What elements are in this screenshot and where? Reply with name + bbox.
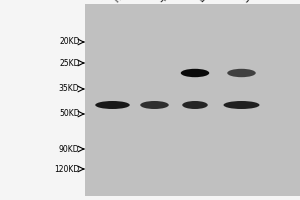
Ellipse shape — [181, 69, 209, 77]
Text: 35KD: 35KD — [59, 84, 80, 93]
Text: 25KD: 25KD — [59, 58, 80, 68]
Ellipse shape — [227, 69, 256, 77]
Text: 120KD: 120KD — [54, 164, 80, 173]
Ellipse shape — [182, 101, 208, 109]
Text: 90KD: 90KD — [59, 144, 80, 154]
Text: Heart: Heart — [112, 0, 134, 4]
Bar — [85, 4, 300, 196]
Ellipse shape — [224, 101, 260, 109]
Text: 50KD: 50KD — [59, 110, 80, 118]
Text: 20KD: 20KD — [59, 38, 80, 46]
Ellipse shape — [140, 101, 169, 109]
Text: Lung: Lung — [196, 0, 216, 4]
Text: Spleen: Spleen — [156, 0, 181, 4]
Ellipse shape — [95, 101, 130, 109]
Text: Stomach: Stomach — [242, 0, 272, 4]
